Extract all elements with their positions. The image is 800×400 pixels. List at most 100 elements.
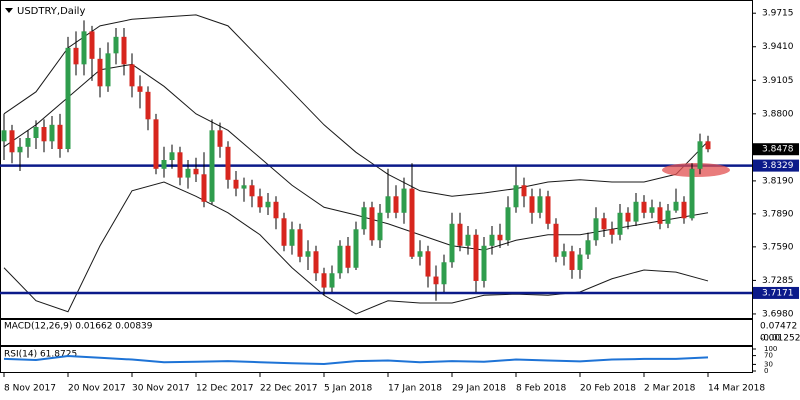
candle-body [385, 196, 391, 213]
candle-body [105, 53, 111, 87]
candle-body [401, 188, 407, 213]
candle-body [1, 130, 7, 142]
title-arrow [5, 8, 13, 13]
candle-body [481, 245, 487, 281]
candle-body [65, 47, 71, 150]
x-tick-label: 20 Nov 2017 [68, 384, 126, 394]
candle-body [249, 185, 255, 197]
candle-body [305, 251, 311, 257]
y-tick-label: 3.9105 [762, 76, 794, 86]
candle-body [225, 146, 231, 180]
y-tick-label: 3.8800 [762, 109, 794, 119]
candle-body [681, 201, 687, 219]
y-tick-label: 3.6980 [762, 309, 794, 319]
candle-body [329, 273, 335, 288]
last-price-box [753, 143, 799, 156]
candle-body [313, 251, 319, 274]
bollinger-band [3, 181, 709, 315]
candle-body [297, 229, 303, 257]
rsi-tick-label: 30 [764, 360, 773, 368]
candle-body [497, 234, 503, 241]
x-tick-label: 17 Jan 2018 [388, 384, 442, 394]
candle-body [585, 240, 591, 255]
x-tick-label: 8 Nov 2017 [4, 384, 56, 394]
candle-body [337, 245, 343, 274]
y-tick-label: 3.7890 [762, 209, 794, 219]
candle-body [169, 152, 175, 160]
candle-body [417, 251, 423, 257]
candle-body [49, 124, 55, 142]
x-tick-label: 5 Jan 2018 [324, 384, 372, 394]
levels-layer [0, 164, 752, 295]
candle-body [649, 207, 655, 213]
candle-body [113, 36, 119, 54]
level-label-box [753, 159, 799, 172]
candle-body [617, 212, 623, 235]
candle-body [161, 160, 167, 169]
candle-body [537, 196, 543, 213]
bollinger-band [3, 63, 709, 251]
rsi-tick-label: 100 [764, 345, 777, 353]
candle-body [689, 168, 695, 219]
bollinger-band [3, 14, 709, 197]
level-label-box [753, 286, 799, 299]
x-tick-label: 2 Mar 2018 [644, 384, 696, 394]
level-label: 3.8329 [762, 161, 794, 171]
y-tick-label: 3.7590 [762, 242, 794, 252]
candle-body [81, 31, 87, 65]
candle-body [217, 130, 223, 147]
candle-body [33, 127, 39, 139]
candle-body [121, 36, 127, 65]
candle-body [265, 201, 271, 208]
candle-body [657, 207, 663, 224]
rsi-tick-label: 0 [764, 367, 768, 375]
candle-body [9, 130, 15, 153]
candle-body [641, 201, 647, 213]
highlight-ellipse [662, 163, 730, 177]
candle-body [697, 141, 703, 169]
candle-body [25, 138, 31, 147]
y-tick-label: 3.8190 [762, 176, 794, 186]
candle-body [281, 218, 287, 246]
candle-body [665, 210, 671, 224]
candle-body [377, 212, 383, 241]
candle-body [705, 141, 711, 150]
candle-body [425, 251, 431, 277]
candle-body [185, 168, 191, 178]
candle-body [457, 223, 463, 246]
candle-body [577, 254, 583, 270]
candle-body [441, 262, 447, 285]
candle-body [553, 223, 559, 257]
candle-body [241, 185, 247, 189]
rsi-label: RSI(14) 61.8725 [4, 350, 77, 360]
candle-body [465, 234, 471, 246]
x-tick-label: 29 Jan 2018 [452, 384, 506, 394]
candle-body [521, 185, 527, 197]
x-tick-label: 12 Dec 2017 [196, 384, 254, 394]
y-tick-label: 3.9715 [762, 9, 794, 19]
candle-body [289, 229, 295, 246]
rsi-line [3, 355, 709, 365]
candle-body [489, 234, 495, 246]
candle-body [561, 251, 567, 257]
chart-title: USDTRY,Daily [17, 6, 85, 17]
candle-body [145, 91, 151, 120]
x-tick-label: 14 Mar 2018 [708, 384, 765, 394]
candle-body [473, 234, 479, 281]
candle-body [361, 207, 367, 230]
candle-body [17, 146, 23, 153]
candle-body [321, 273, 327, 288]
candle-body [273, 201, 279, 219]
candle-body [97, 58, 103, 87]
macd-tick-label: 0.00 [760, 334, 780, 344]
candle-body [345, 245, 351, 268]
last-price-label: 3.8478 [762, 145, 794, 155]
candle-body [505, 207, 511, 241]
bands-layer [3, 14, 709, 315]
candle-body [201, 174, 207, 202]
candle-body [73, 47, 79, 65]
level-label: 3.7171 [762, 288, 794, 298]
macd-tick-label: 0.07472 [760, 322, 797, 332]
candle-body [89, 31, 95, 59]
